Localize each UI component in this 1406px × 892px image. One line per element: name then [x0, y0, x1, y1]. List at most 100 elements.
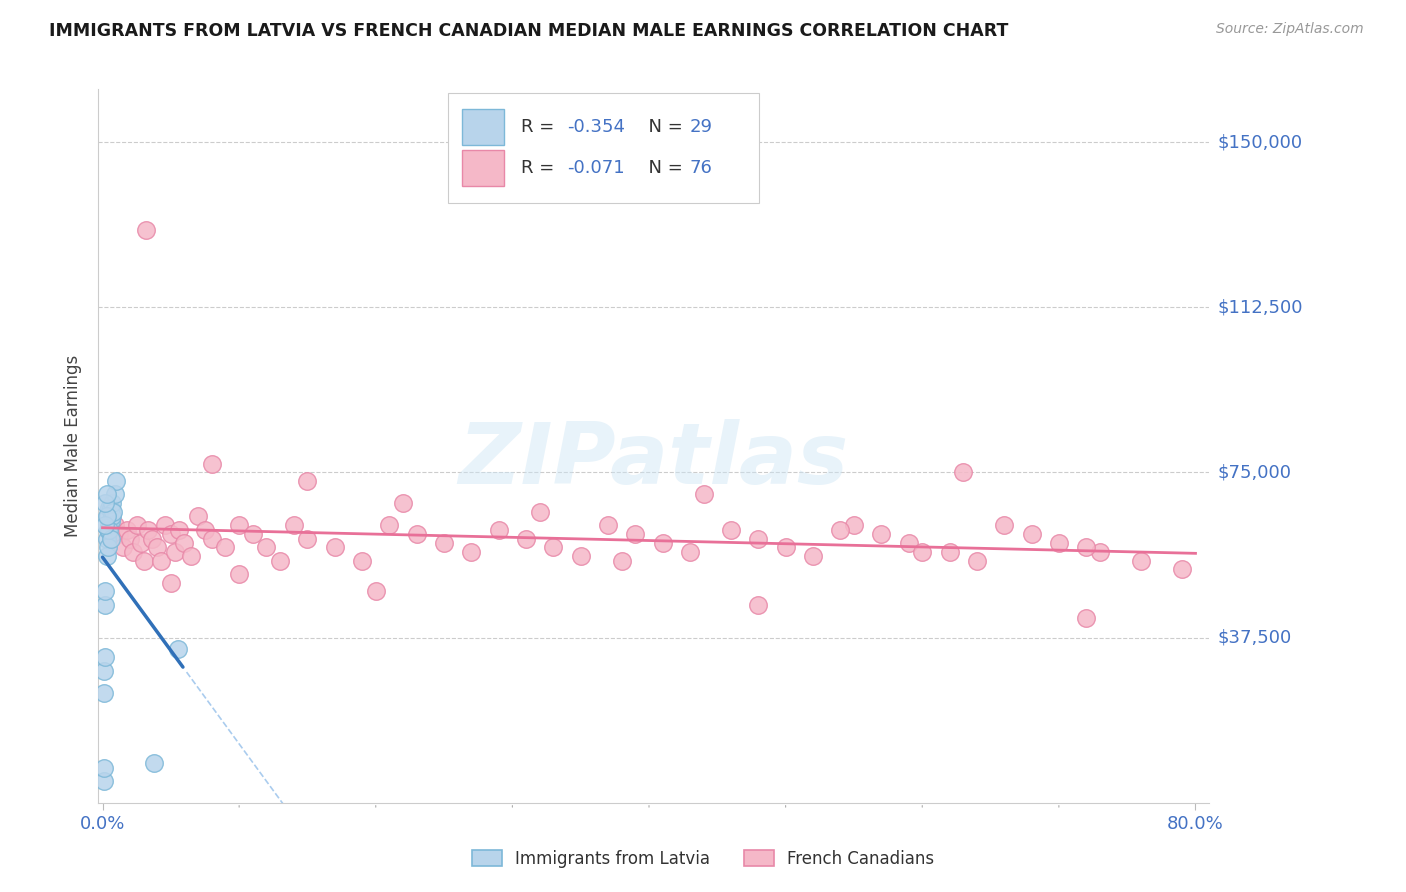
Point [163, 545, 186, 559]
Point [96, 509, 118, 524]
Point [610, 553, 633, 567]
Point [129, 536, 152, 550]
Point [167, 523, 190, 537]
Point [952, 466, 974, 480]
Point [180, 549, 202, 563]
Text: ZIPatlas: ZIPatlas [458, 418, 849, 502]
Point [100, 500, 122, 515]
Point [283, 518, 305, 533]
Point [651, 536, 673, 550]
Point [378, 518, 401, 533]
FancyBboxPatch shape [449, 93, 759, 203]
Point [118, 532, 141, 546]
Point [1129, 553, 1152, 567]
Point [93, 760, 115, 774]
Point [97, 541, 120, 555]
Point [747, 598, 769, 612]
Text: $150,000: $150,000 [1218, 133, 1302, 151]
Text: $37,500: $37,500 [1218, 629, 1292, 647]
Point [94, 496, 117, 510]
Text: -0.071: -0.071 [567, 159, 624, 177]
Point [150, 553, 173, 567]
Point [775, 541, 797, 555]
Text: 29: 29 [689, 118, 713, 136]
Point [201, 532, 224, 546]
Point [323, 541, 346, 555]
Point [136, 523, 159, 537]
Point [103, 505, 125, 519]
Point [242, 527, 264, 541]
Point [187, 509, 209, 524]
Point [269, 553, 291, 567]
Text: 76: 76 [689, 159, 713, 177]
Point [515, 532, 537, 546]
Point [98, 523, 121, 537]
Point [96, 532, 118, 546]
Point [392, 496, 415, 510]
Point [105, 475, 128, 489]
Point [256, 541, 278, 555]
Point [364, 584, 387, 599]
Point [132, 553, 155, 567]
Point [96, 487, 118, 501]
Text: N =: N = [637, 159, 689, 177]
Point [141, 532, 163, 546]
Point [405, 527, 427, 541]
Legend: Immigrants from Latvia, French Canadians: Immigrants from Latvia, French Canadians [465, 844, 941, 875]
Point [155, 518, 177, 533]
Point [938, 545, 960, 559]
Point [433, 536, 456, 550]
Point [100, 532, 122, 546]
Point [166, 641, 188, 656]
Point [596, 518, 619, 533]
Point [214, 541, 236, 555]
Text: -0.354: -0.354 [567, 118, 626, 136]
Point [228, 518, 250, 533]
Point [228, 566, 250, 581]
Text: $112,500: $112,500 [1218, 298, 1303, 317]
Point [679, 545, 702, 559]
Point [488, 523, 510, 537]
Y-axis label: Median Male Earnings: Median Male Earnings [65, 355, 83, 537]
Point [97, 523, 120, 537]
Point [1171, 562, 1194, 576]
Point [125, 518, 148, 533]
Point [1076, 611, 1098, 625]
Point [870, 527, 893, 541]
Point [529, 505, 551, 519]
Point [94, 518, 117, 533]
Point [1047, 536, 1070, 550]
FancyBboxPatch shape [461, 109, 503, 145]
Point [97, 509, 120, 524]
Point [93, 664, 115, 678]
Point [160, 527, 183, 541]
Point [104, 518, 127, 533]
Point [96, 549, 118, 563]
Point [100, 514, 122, 528]
Point [111, 541, 134, 555]
FancyBboxPatch shape [461, 150, 503, 186]
Text: $75,000: $75,000 [1218, 464, 1292, 482]
Point [98, 500, 121, 515]
Point [692, 487, 714, 501]
Point [460, 545, 482, 559]
Point [94, 598, 117, 612]
Point [569, 549, 592, 563]
Point [93, 773, 115, 788]
Point [801, 549, 824, 563]
Point [720, 523, 742, 537]
Point [104, 487, 127, 501]
Point [108, 527, 131, 541]
Point [194, 523, 217, 537]
Point [121, 545, 143, 559]
Point [1076, 541, 1098, 555]
Point [100, 532, 122, 546]
Point [966, 553, 988, 567]
Point [115, 523, 138, 537]
Point [747, 532, 769, 546]
Point [911, 545, 934, 559]
Point [352, 553, 374, 567]
Point [101, 496, 124, 510]
Point [297, 532, 319, 546]
Point [94, 650, 117, 665]
